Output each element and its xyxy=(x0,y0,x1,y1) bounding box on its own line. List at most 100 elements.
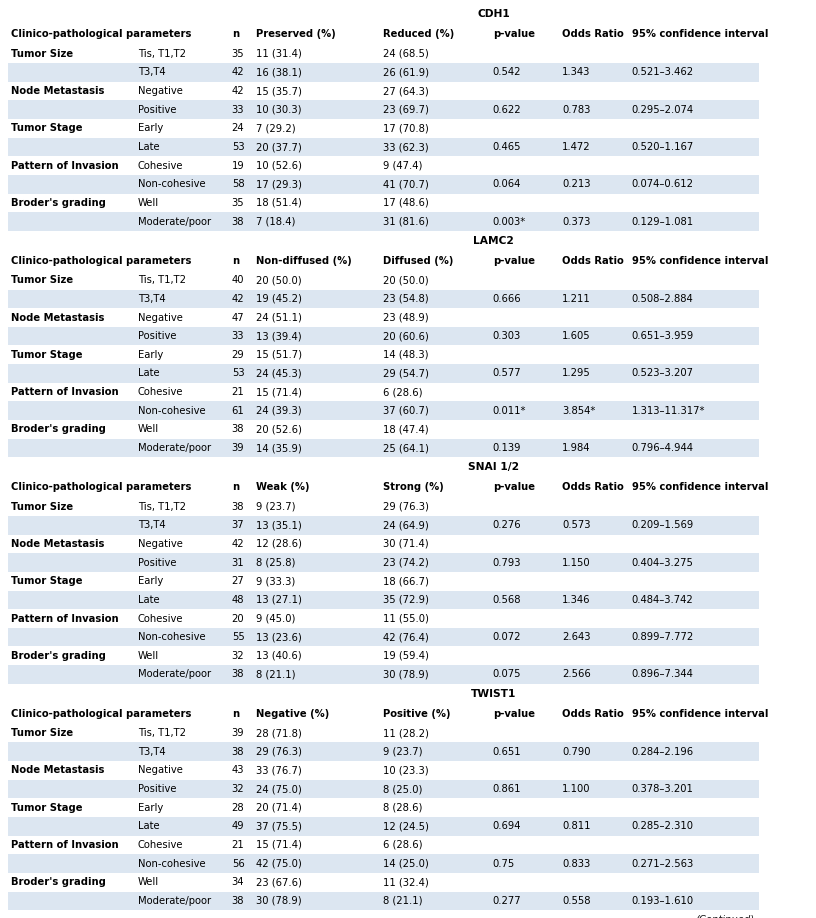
Text: 23 (74.2): 23 (74.2) xyxy=(383,557,428,567)
Text: Moderate/poor: Moderate/poor xyxy=(138,443,211,453)
Text: Pattern of Invasion: Pattern of Invasion xyxy=(11,387,119,397)
Text: 10 (52.6): 10 (52.6) xyxy=(256,161,302,171)
Bar xyxy=(8,799,759,817)
Text: 0.484–3.742: 0.484–3.742 xyxy=(632,595,694,605)
Text: CDH1: CDH1 xyxy=(477,9,510,19)
Text: Broder's grading: Broder's grading xyxy=(11,651,106,661)
Text: Reduced (%): Reduced (%) xyxy=(383,29,454,39)
Text: 58: 58 xyxy=(232,179,244,189)
Text: 13 (35.1): 13 (35.1) xyxy=(256,521,302,531)
Text: Tis, T1,T2: Tis, T1,T2 xyxy=(138,49,186,59)
Text: 95% confidence interval: 95% confidence interval xyxy=(632,256,768,265)
Text: Negative: Negative xyxy=(138,312,183,322)
Text: 95% confidence interval: 95% confidence interval xyxy=(632,482,768,492)
Text: 11 (55.0): 11 (55.0) xyxy=(383,613,428,623)
Text: 47: 47 xyxy=(232,312,244,322)
Bar xyxy=(8,289,759,308)
Text: 0.793: 0.793 xyxy=(493,557,521,567)
Bar xyxy=(8,271,759,289)
Bar xyxy=(8,327,759,345)
Text: TWIST1: TWIST1 xyxy=(471,688,517,699)
Text: Tis, T1,T2: Tis, T1,T2 xyxy=(138,275,186,285)
Text: 28 (71.8): 28 (71.8) xyxy=(256,728,302,738)
Bar xyxy=(8,119,759,138)
Bar xyxy=(8,383,759,401)
Text: Early: Early xyxy=(138,577,163,587)
Text: 9 (23.7): 9 (23.7) xyxy=(383,746,422,756)
Text: 0.011*: 0.011* xyxy=(493,406,526,416)
Text: Tumor Size: Tumor Size xyxy=(11,728,73,738)
Text: 17 (70.8): 17 (70.8) xyxy=(383,123,428,133)
Text: Early: Early xyxy=(138,802,163,812)
Text: 30 (71.4): 30 (71.4) xyxy=(383,539,428,549)
Text: 34: 34 xyxy=(232,878,244,887)
Text: Positive: Positive xyxy=(138,557,176,567)
Text: 24 (75.0): 24 (75.0) xyxy=(256,784,302,794)
Text: 15 (71.4): 15 (71.4) xyxy=(256,840,302,850)
Text: 0.295–2.074: 0.295–2.074 xyxy=(632,105,694,115)
Text: 0.899–7.772: 0.899–7.772 xyxy=(632,633,694,643)
Text: 13 (39.4): 13 (39.4) xyxy=(256,331,302,341)
Text: 20 (60.6): 20 (60.6) xyxy=(383,331,428,341)
Text: Node Metastasis: Node Metastasis xyxy=(11,766,104,776)
Text: 37 (60.7): 37 (60.7) xyxy=(383,406,428,416)
Bar xyxy=(8,590,759,610)
Text: 15 (71.4): 15 (71.4) xyxy=(256,387,302,397)
Text: 24 (51.1): 24 (51.1) xyxy=(256,312,302,322)
Text: T3,T4: T3,T4 xyxy=(138,294,166,304)
Text: p-value: p-value xyxy=(493,256,534,265)
Text: Well: Well xyxy=(138,651,159,661)
Text: 0.271–2.563: 0.271–2.563 xyxy=(632,858,694,868)
Text: Tumor Stage: Tumor Stage xyxy=(11,577,83,587)
Text: Early: Early xyxy=(138,350,163,360)
Text: 14 (35.9): 14 (35.9) xyxy=(256,443,302,453)
Text: LAMC2: LAMC2 xyxy=(473,236,514,246)
Bar xyxy=(8,703,759,723)
Text: Negative: Negative xyxy=(138,86,183,96)
Text: 0.075: 0.075 xyxy=(493,669,521,679)
Text: 6 (28.6): 6 (28.6) xyxy=(383,387,422,397)
Text: 1.472: 1.472 xyxy=(562,142,591,152)
Text: Pattern of Invasion: Pattern of Invasion xyxy=(11,613,119,623)
Text: 38: 38 xyxy=(232,424,244,434)
Text: n: n xyxy=(232,256,239,265)
Text: 33 (62.3): 33 (62.3) xyxy=(383,142,428,152)
Text: Late: Late xyxy=(138,142,160,152)
Bar xyxy=(8,684,759,703)
Text: 23 (54.8): 23 (54.8) xyxy=(383,294,428,304)
Text: 0.811: 0.811 xyxy=(562,822,591,832)
Text: p-value: p-value xyxy=(493,709,534,719)
Bar xyxy=(8,364,759,383)
Text: T3,T4: T3,T4 xyxy=(138,521,166,531)
Text: 32: 32 xyxy=(232,784,244,794)
Text: 0.833: 0.833 xyxy=(562,858,591,868)
Text: 29 (54.7): 29 (54.7) xyxy=(383,368,428,378)
Text: 16 (38.1): 16 (38.1) xyxy=(256,67,302,77)
Text: 42 (75.0): 42 (75.0) xyxy=(256,858,302,868)
Text: 0.193–1.610: 0.193–1.610 xyxy=(632,896,694,906)
Text: Pattern of Invasion: Pattern of Invasion xyxy=(11,840,119,850)
Text: 8 (25.8): 8 (25.8) xyxy=(256,557,295,567)
Text: 0.404–3.275: 0.404–3.275 xyxy=(632,557,694,567)
Text: 0.072: 0.072 xyxy=(493,633,521,643)
Text: 2.643: 2.643 xyxy=(562,633,591,643)
Text: Tumor Stage: Tumor Stage xyxy=(11,802,83,812)
Bar xyxy=(8,572,759,590)
Bar xyxy=(8,646,759,666)
Text: 28: 28 xyxy=(232,802,244,812)
Text: T3,T4: T3,T4 xyxy=(138,746,166,756)
Text: 33: 33 xyxy=(232,331,244,341)
Text: Late: Late xyxy=(138,368,160,378)
Text: 23 (67.6): 23 (67.6) xyxy=(256,878,302,887)
Text: Well: Well xyxy=(138,878,159,887)
Text: Tumor Size: Tumor Size xyxy=(11,502,73,511)
Text: 18 (66.7): 18 (66.7) xyxy=(383,577,428,587)
Bar xyxy=(8,308,759,327)
Text: Node Metastasis: Node Metastasis xyxy=(11,312,104,322)
Text: 9 (33.3): 9 (33.3) xyxy=(256,577,295,587)
Text: 8 (21.1): 8 (21.1) xyxy=(256,669,295,679)
Text: 11 (28.2): 11 (28.2) xyxy=(383,728,428,738)
Text: 35: 35 xyxy=(232,198,244,207)
Text: 39: 39 xyxy=(232,728,244,738)
Text: 25 (64.1): 25 (64.1) xyxy=(383,443,428,453)
